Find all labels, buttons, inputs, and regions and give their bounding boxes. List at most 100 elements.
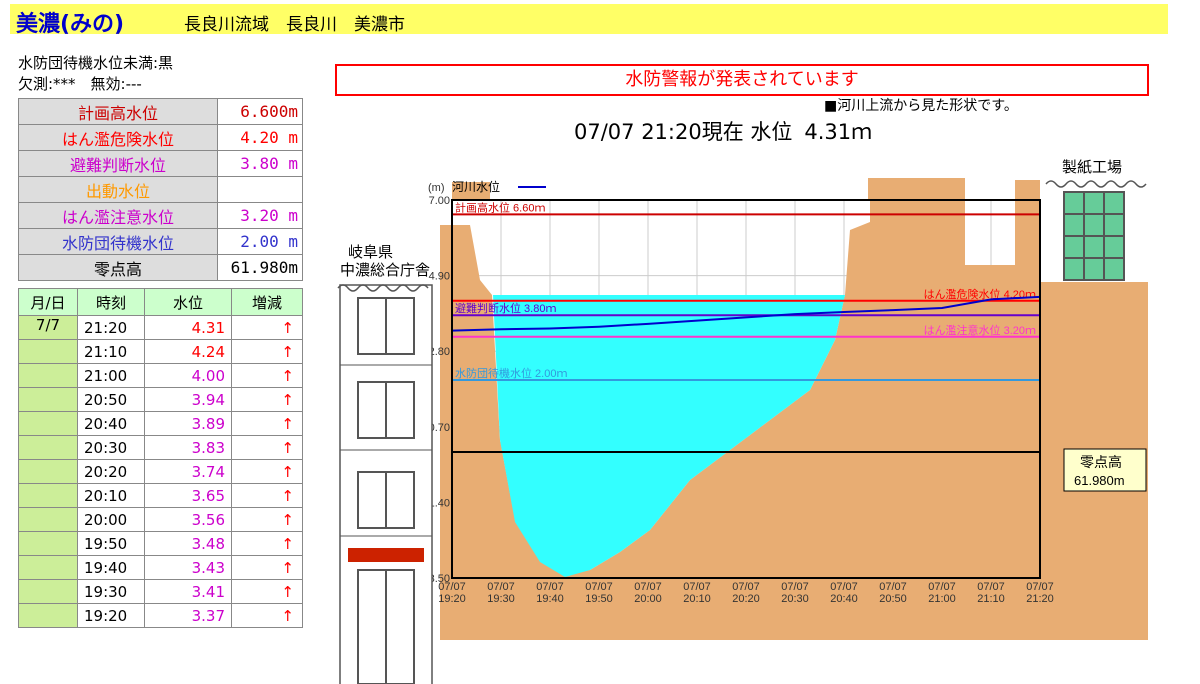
obs-trend-icon: ↑ [231,315,303,340]
obs-value: 3.94 [144,387,232,412]
left-building-label-line1: 岐阜県 [348,244,393,261]
obs-date [18,411,78,436]
reference-line-label: 計画高水位 6.60ｍ [455,200,545,214]
x-tick-label: 07/07 19:40 [536,581,564,605]
x-tick-label: 07/07 20:10 [683,581,711,605]
y-tick-label: 0.70 [429,422,450,434]
unit-label: (m) [428,182,445,194]
x-tick-label: 07/07 19:50 [585,581,613,605]
obs-trend-icon: ↑ [231,531,303,556]
obs-trend-icon: ↑ [231,603,303,628]
obs-value: 3.89 [144,411,232,436]
x-tick-label: 07/07 20:00 [634,581,662,605]
obs-date [18,483,78,508]
zero-height-box [1063,448,1147,492]
y-tick-label: 7.00 [429,195,450,207]
level-row: 零点高 61.980m [18,254,303,281]
obs-value: 3.65 [144,483,232,508]
obs-time: 21:00 [77,363,145,388]
zero-height-label: 零点高 [1080,454,1122,470]
obs-header: 水位 [144,288,232,316]
level-label: はん濫危険水位 [18,124,218,151]
current-level-label: 07/07 21:20現在 水位 [574,120,793,144]
x-tick-label: 07/07 21:00 [928,581,956,605]
obs-time: 21:10 [77,339,145,364]
level-label: 水防団待機水位 [18,228,218,255]
obs-trend-icon: ↑ [231,459,303,484]
obs-value: 3.83 [144,435,232,460]
series-legend-label: 河川水位 [452,179,500,194]
shape-note: ■河川上流から見た形状です。 [824,98,1018,114]
obs-time: 19:30 [77,579,145,604]
observation-table: 月/日 時刻 水位 増減 7/7 21:20 4.31 ↑ 21:10 4.24 ↑ 21:00 4.… [18,288,303,628]
x-tick-label: 07/07 21:20 [1026,581,1054,605]
obs-trend-icon: ↑ [231,339,303,364]
level-row: はん濫注意水位 3.20 m [18,202,303,229]
level-label: 避難判断水位 [18,150,218,177]
reference-line-label: はん濫危険水位 4.20ｍ [924,287,1036,301]
riverbed-ground [452,180,1040,578]
obs-header: 時刻 [77,288,145,316]
reference-line-label: はん濫注意水位 3.20ｍ [924,323,1036,337]
obs-date [18,339,78,364]
obs-row: 19:50 3.48 ↑ [18,531,303,556]
legend-missing: 欠測:*** 無効:--- [18,75,142,93]
water-area [493,295,845,577]
right-building [1045,180,1148,282]
x-tick-label: 07/07 20:30 [781,581,809,605]
obs-value: 3.74 [144,459,232,484]
level-row: 水防団待機水位 2.00 m [18,228,303,255]
obs-trend-icon: ↑ [231,435,303,460]
level-row: 避難判断水位 3.80 m [18,150,303,177]
obs-date [18,579,78,604]
obs-value: 3.37 [144,603,232,628]
obs-row: 20:40 3.89 ↑ [18,411,303,436]
level-value: 2.00 m [217,228,303,255]
level-value: 4.20 m [217,124,303,151]
x-tick-label: 07/07 19:20 [438,581,466,605]
obs-trend-icon: ↑ [231,507,303,532]
reference-level-table: 計画高水位 6.600m はん濫危険水位 4.20 m 避難判断水位 3.80 m 出動水位… [18,98,303,281]
reference-line-label: 避難判断水位 3.80ｍ [455,301,556,315]
title-bar: 美濃(みの) 長良川流域 長良川 美濃市 [10,4,1168,37]
obs-time: 20:10 [77,483,145,508]
obs-trend-icon: ↑ [231,363,303,388]
plot-frame [451,199,1041,579]
zero-height-value: 61.980m [1074,473,1125,488]
current-level-value: 4.31ｍ [804,120,873,144]
obs-row: 19:30 3.41 ↑ [18,579,303,604]
obs-time: 21:20 [77,315,145,340]
obs-date: 7/7 [18,315,78,340]
obs-trend-icon: ↑ [231,411,303,436]
y-tick-label: 4.90 [429,271,450,283]
obs-row: 19:20 3.37 ↑ [18,603,303,628]
reference-line-label: 水防団待機水位 2.00ｍ [455,366,567,380]
level-label: はん濫注意水位 [18,202,218,229]
level-row: 計画高水位 6.600m [18,98,303,125]
obs-date [18,603,78,628]
obs-row: 20:50 3.94 ↑ [18,387,303,412]
flood-warning-banner: 水防警報が発表されています [335,64,1149,96]
obs-row: 20:20 3.74 ↑ [18,459,303,484]
legend-note: 水防団待機水位未満:黒 [18,54,174,72]
obs-value: 3.41 [144,579,232,604]
left-building [337,284,433,684]
water-level-line [451,295,1041,332]
obs-value: 4.24 [144,339,232,364]
x-tick-label: 07/07 20:40 [830,581,858,605]
station-location: 長良川流域 長良川 美濃市 [184,15,405,35]
obs-trend-icon: ↑ [231,387,303,412]
y-tick-label: 2.80 [429,346,450,358]
x-tick-label: 07/07 21:10 [977,581,1005,605]
station-name: 美濃(みの) [16,12,125,37]
obs-time: 20:40 [77,411,145,436]
level-row: 出動水位 [18,176,303,203]
obs-time: 19:50 [77,531,145,556]
level-row: はん濫危険水位 4.20 m [18,124,303,151]
level-value: 6.600m [217,98,303,125]
level-value: 61.980m [217,254,303,281]
obs-row: 20:30 3.83 ↑ [18,435,303,460]
obs-row: 21:10 4.24 ↑ [18,339,303,364]
obs-row: 7/7 21:20 4.31 ↑ [18,315,303,340]
